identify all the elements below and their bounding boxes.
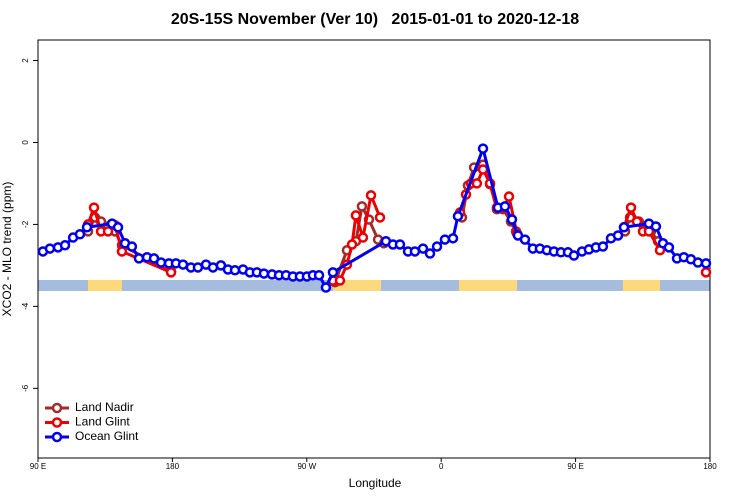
chart-title: 20S-15S November (Ver 10) 2015-01-01 to … — [171, 11, 579, 28]
plot-frame — [37, 39, 711, 459]
point — [356, 201, 368, 212]
land-band — [333, 280, 381, 291]
point — [625, 202, 637, 213]
point — [334, 275, 346, 286]
point — [424, 248, 436, 259]
point — [618, 222, 630, 233]
point — [663, 242, 675, 253]
point — [74, 228, 86, 240]
point — [439, 234, 451, 245]
x-tick-label: 90 E — [567, 462, 583, 471]
point — [320, 282, 332, 293]
point — [447, 233, 459, 244]
point — [506, 214, 518, 225]
legend-marker — [51, 431, 63, 443]
point — [597, 241, 609, 252]
y-tick-label: -2 — [21, 220, 30, 228]
point — [650, 221, 662, 232]
series — [37, 143, 712, 293]
point — [452, 210, 464, 222]
point — [126, 241, 138, 252]
point — [357, 232, 369, 243]
point — [116, 246, 128, 257]
series-line — [42, 143, 707, 291]
legend-marker — [51, 417, 63, 428]
point — [394, 239, 406, 250]
point — [327, 267, 339, 278]
x-tick-label: 90 W — [297, 462, 316, 471]
y-axis-label: XCO2 - MLO trend (ppm) — [0, 182, 14, 317]
point — [471, 178, 483, 189]
point — [192, 262, 204, 273]
point — [59, 240, 71, 251]
point — [692, 257, 704, 268]
y-tick-label: -4 — [21, 302, 30, 310]
point — [503, 191, 515, 202]
x-tick-label: 180 — [703, 462, 717, 471]
point — [417, 243, 429, 254]
point — [700, 258, 712, 269]
point — [700, 267, 712, 278]
point — [102, 226, 114, 237]
point — [499, 201, 511, 212]
point — [346, 239, 358, 250]
y-tick-label: 0 — [21, 140, 30, 145]
surface-band — [38, 280, 710, 291]
point — [165, 267, 177, 278]
x-tick-label: 0 — [439, 462, 444, 471]
legend-label: Land Nadir — [75, 400, 134, 414]
point — [258, 268, 270, 279]
y-tick-label: 2 — [21, 58, 30, 63]
point — [477, 143, 489, 154]
point — [568, 250, 580, 261]
point — [88, 202, 100, 213]
legend-label: Land Glint — [75, 415, 130, 429]
point — [44, 243, 56, 254]
legend-label: Ocean Glint — [75, 429, 139, 443]
y-tick-label: -6 — [21, 384, 30, 392]
point — [612, 230, 624, 241]
point — [365, 190, 377, 201]
point — [519, 234, 531, 245]
land-band — [88, 280, 122, 291]
x-axis-label: Longitude — [349, 476, 402, 490]
land-band — [459, 280, 517, 291]
point — [133, 253, 145, 264]
point — [431, 241, 443, 252]
point — [112, 222, 124, 233]
point — [81, 222, 93, 233]
point — [313, 269, 325, 281]
point — [477, 164, 489, 175]
point — [350, 210, 362, 221]
land-band — [623, 280, 660, 291]
legend-marker — [51, 402, 63, 414]
x-tick-label: 90 E — [30, 462, 46, 471]
x-tick-label: 180 — [166, 462, 180, 471]
point — [374, 212, 386, 223]
point — [409, 246, 421, 257]
point — [229, 265, 241, 276]
